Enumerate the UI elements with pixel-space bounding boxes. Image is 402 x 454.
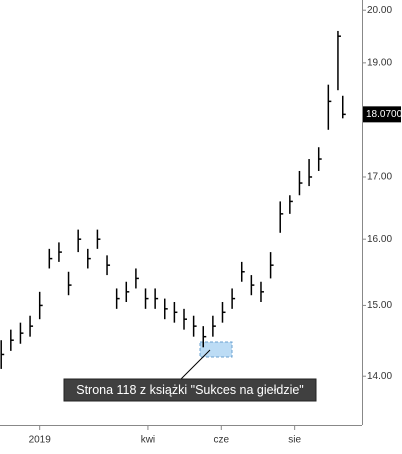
annotation-box (63, 378, 317, 402)
y-tick-label: 14.00 (367, 371, 392, 382)
y-tick-label: 16.00 (367, 234, 392, 245)
x-tick-label: sie (288, 435, 301, 446)
x-tick-label: cze (214, 435, 230, 446)
last-price-box (363, 106, 401, 123)
highlight (199, 341, 233, 358)
y-tick-label: 15.00 (367, 300, 392, 311)
last-price-label: 18.0700 (366, 109, 402, 120)
annotation: Strona 118 z książki "Sukces na giełdzie… (76, 383, 304, 397)
y-tick-label: 19.00 (367, 57, 392, 68)
y-tick-label: 17.00 (367, 172, 392, 183)
x-tick-label: kwi (141, 435, 155, 446)
x-tick-label: 2019 (29, 435, 52, 446)
y-tick-label: 20.00 (367, 5, 392, 16)
annotation-pointer (179, 349, 211, 381)
